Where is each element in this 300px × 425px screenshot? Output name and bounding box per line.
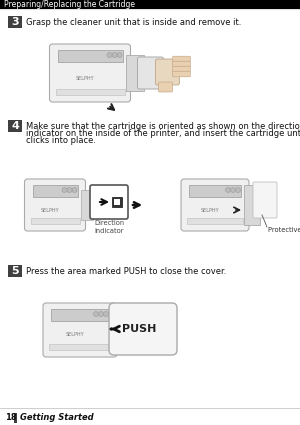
Text: SELPHY: SELPHY xyxy=(76,76,94,80)
Bar xyxy=(31,218,80,224)
Circle shape xyxy=(67,187,72,193)
Text: PUSH: PUSH xyxy=(122,324,156,334)
Bar xyxy=(49,344,111,350)
Circle shape xyxy=(117,53,122,57)
Text: Protective paper: Protective paper xyxy=(268,227,300,233)
FancyBboxPatch shape xyxy=(90,185,128,219)
Bar xyxy=(14,413,17,423)
Text: Make sure that the cartridge is oriented as shown on the direction: Make sure that the cartridge is oriented… xyxy=(26,122,300,131)
FancyBboxPatch shape xyxy=(173,71,190,77)
Circle shape xyxy=(98,312,104,317)
Text: SELPHY: SELPHY xyxy=(201,207,219,212)
Circle shape xyxy=(236,187,241,193)
Bar xyxy=(114,199,120,205)
Bar xyxy=(56,89,124,95)
Text: 4: 4 xyxy=(11,121,19,131)
FancyBboxPatch shape xyxy=(173,61,190,67)
Text: 3: 3 xyxy=(11,17,19,27)
FancyBboxPatch shape xyxy=(173,66,190,72)
Text: indicator on the inside of the printer, and insert the cartridge until it: indicator on the inside of the printer, … xyxy=(26,129,300,138)
FancyBboxPatch shape xyxy=(173,56,190,62)
Bar xyxy=(32,185,77,197)
Circle shape xyxy=(103,312,109,317)
FancyBboxPatch shape xyxy=(50,44,130,102)
FancyBboxPatch shape xyxy=(181,179,249,231)
FancyBboxPatch shape xyxy=(25,179,85,231)
Text: Getting Started: Getting Started xyxy=(20,414,94,422)
Text: Press the area marked PUSH to close the cover.: Press the area marked PUSH to close the … xyxy=(26,266,226,275)
Bar xyxy=(112,197,122,207)
Text: SELPHY: SELPHY xyxy=(41,207,59,212)
Text: Grasp the cleaner unit that is inside and remove it.: Grasp the cleaner unit that is inside an… xyxy=(26,17,242,26)
Bar xyxy=(244,185,260,225)
Circle shape xyxy=(107,53,112,57)
Bar xyxy=(51,309,109,321)
Bar xyxy=(189,185,241,197)
Bar xyxy=(187,218,243,224)
Bar xyxy=(8,16,22,28)
Circle shape xyxy=(226,187,230,193)
Bar xyxy=(80,190,92,220)
Text: 5: 5 xyxy=(11,266,19,276)
Circle shape xyxy=(230,187,236,193)
Bar xyxy=(125,55,143,91)
Circle shape xyxy=(62,187,67,193)
Bar xyxy=(8,265,22,277)
Text: clicks into place.: clicks into place. xyxy=(26,136,96,145)
FancyBboxPatch shape xyxy=(109,303,177,355)
Circle shape xyxy=(72,187,77,193)
Text: Direction
indicator: Direction indicator xyxy=(94,220,124,233)
Bar xyxy=(0,0,300,9)
FancyBboxPatch shape xyxy=(155,59,179,85)
FancyBboxPatch shape xyxy=(43,303,117,357)
Circle shape xyxy=(94,312,98,317)
FancyBboxPatch shape xyxy=(158,82,172,92)
Text: 18: 18 xyxy=(5,414,16,422)
Bar xyxy=(8,120,22,132)
Circle shape xyxy=(112,53,117,57)
Text: SELPHY: SELPHY xyxy=(66,332,84,337)
Text: Preparing/Replacing the Cartridge: Preparing/Replacing the Cartridge xyxy=(4,0,135,9)
FancyBboxPatch shape xyxy=(137,57,164,89)
FancyBboxPatch shape xyxy=(253,182,277,218)
Bar xyxy=(58,50,122,62)
